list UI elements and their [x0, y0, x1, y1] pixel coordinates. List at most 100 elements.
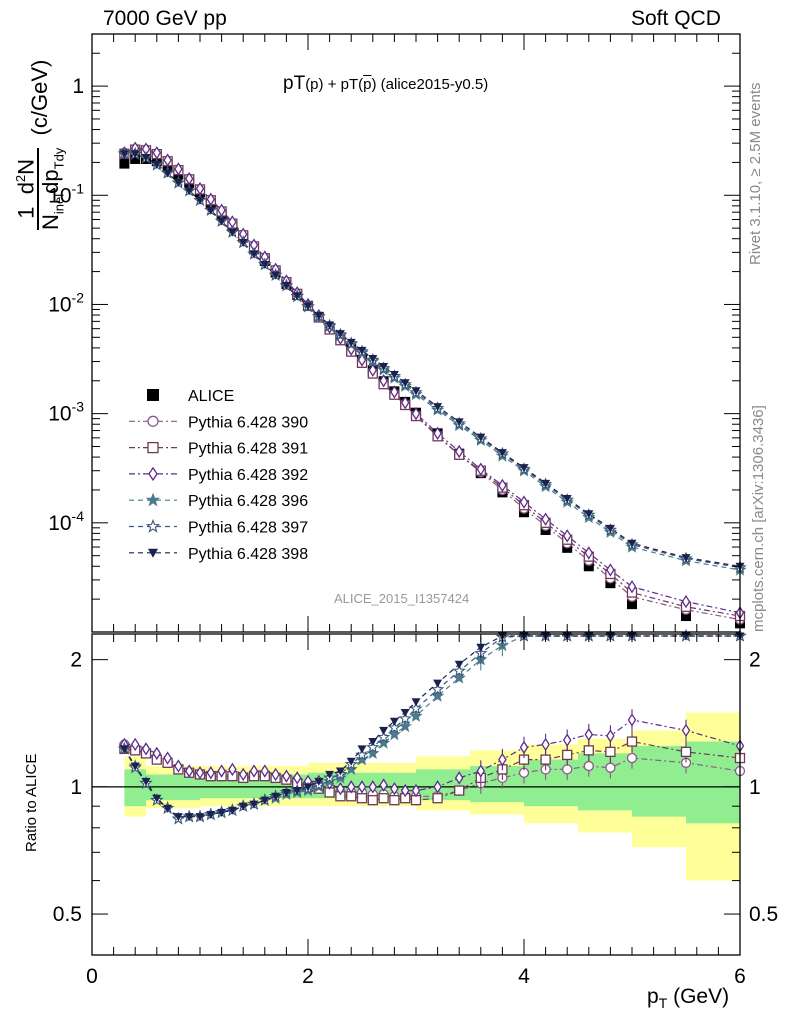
rivet-label: Rivet 3.1.10, ≥ 2.5M events	[747, 82, 764, 266]
analysis-watermark: ALICE_2015_I1357424	[334, 591, 470, 606]
ratio-point	[368, 738, 378, 747]
ratio-point	[292, 787, 302, 796]
ratio-y-tick-label-right: 2	[749, 649, 761, 672]
ratio-point	[387, 727, 402, 741]
ratio-point	[389, 795, 400, 806]
main-y-tick-label: 10-3	[48, 399, 84, 426]
main-point	[476, 433, 486, 442]
ratio-point	[498, 752, 507, 767]
ratio-point	[376, 730, 391, 743]
ratio-point	[357, 780, 367, 794]
plot-title-p3: )	[371, 76, 377, 93]
ratio-y-tick-label: 0.5	[53, 903, 82, 926]
ratio-point	[228, 762, 237, 777]
ratio-y-axis-label: Ratio to ALICE	[23, 753, 40, 852]
main-point	[433, 403, 443, 412]
header-right: Soft QCD	[631, 7, 721, 30]
main-point	[389, 371, 399, 380]
ratio-point	[282, 769, 291, 783]
legend-label: Pythia 6.428 396	[188, 493, 308, 510]
main-point	[681, 611, 691, 622]
main-point	[119, 158, 130, 169]
ratio-line-5	[123, 635, 740, 818]
main-point	[227, 228, 237, 237]
ratio-point	[430, 689, 445, 702]
main-point	[357, 353, 367, 367]
ratio-point	[322, 774, 337, 788]
ratio-y-tick-label: 2	[70, 649, 82, 672]
ratio-point	[367, 795, 378, 806]
ratio-point	[163, 751, 172, 765]
ratio-point	[217, 764, 226, 778]
x-tick-label: 0	[86, 965, 98, 988]
ratio-point	[476, 643, 486, 652]
legend-marker	[147, 389, 159, 401]
ratio-y-tick-label-right: 0.5	[749, 903, 778, 926]
ratio-point	[152, 746, 162, 761]
ratio-point	[541, 737, 550, 752]
ratio-point	[238, 767, 248, 782]
ratio-point	[409, 701, 423, 715]
ratio-point	[325, 770, 335, 779]
ratio-point	[626, 752, 638, 764]
main-point	[130, 153, 141, 164]
ratio-point	[411, 698, 421, 707]
ratio-point	[346, 757, 356, 766]
ratio-point	[584, 727, 594, 742]
main-point	[379, 363, 389, 372]
main-y-tick-label: 10-1	[48, 180, 84, 207]
legend-marker	[147, 441, 159, 454]
header-left: 7000 GeV pp	[103, 7, 227, 30]
ratio-point	[606, 729, 615, 743]
main-point	[206, 206, 216, 215]
main-point	[163, 169, 173, 178]
main-y-tick-label: 10-4	[48, 508, 84, 535]
main-point	[119, 150, 129, 159]
ratio-point	[452, 663, 466, 677]
main-y-axis-label: 1 d2N NineldpTdy (c/GeV)	[13, 59, 67, 230]
plot-title-p1: (p)	[305, 76, 324, 93]
ratio-point	[605, 746, 616, 758]
main-point	[249, 250, 259, 259]
plot-title-plus: + pT	[323, 76, 359, 93]
ratio-point	[141, 742, 151, 756]
main-point	[271, 271, 281, 280]
ratio-point	[206, 811, 216, 820]
ratio-point	[366, 746, 380, 760]
main-point	[400, 395, 410, 410]
main-point	[195, 196, 205, 205]
main-point	[562, 529, 572, 543]
ratio-point	[184, 764, 194, 778]
ratio-point	[227, 806, 237, 815]
legend-label: Pythia 6.428 390	[188, 414, 308, 431]
ratio-point	[206, 766, 216, 780]
ratio-point	[249, 800, 259, 809]
legend-label: Pythia 6.428 391	[188, 441, 308, 458]
x-tick-label: 4	[518, 965, 530, 988]
legend-label: Pythia 6.428 392	[188, 467, 308, 484]
ratio-point	[605, 762, 616, 773]
legend-label: Pythia 6.428 397	[188, 520, 308, 537]
ratio-point	[433, 780, 442, 794]
main-point	[627, 539, 637, 548]
main-point	[335, 330, 345, 339]
main-point	[379, 374, 388, 388]
ratio-point	[141, 777, 151, 786]
main-point	[541, 512, 550, 526]
ratio-point	[627, 713, 637, 727]
main-point	[184, 187, 194, 196]
ratio-point	[398, 711, 412, 725]
main-point	[152, 160, 162, 169]
ratio-point	[271, 792, 281, 801]
ratio-point	[411, 783, 421, 798]
plot-title: pT(p) + pT(p) (alice2015-y0.5)	[283, 73, 488, 95]
ratio-point	[454, 771, 464, 785]
plot-title-pt1: pT	[283, 73, 306, 94]
ratio-point	[400, 783, 410, 798]
ratio-point	[163, 804, 173, 813]
ratio-point	[387, 720, 402, 734]
ratio-line-0	[124, 743, 741, 797]
legend-label: Pythia 6.428 398	[188, 546, 308, 563]
ratio-point	[433, 679, 443, 688]
